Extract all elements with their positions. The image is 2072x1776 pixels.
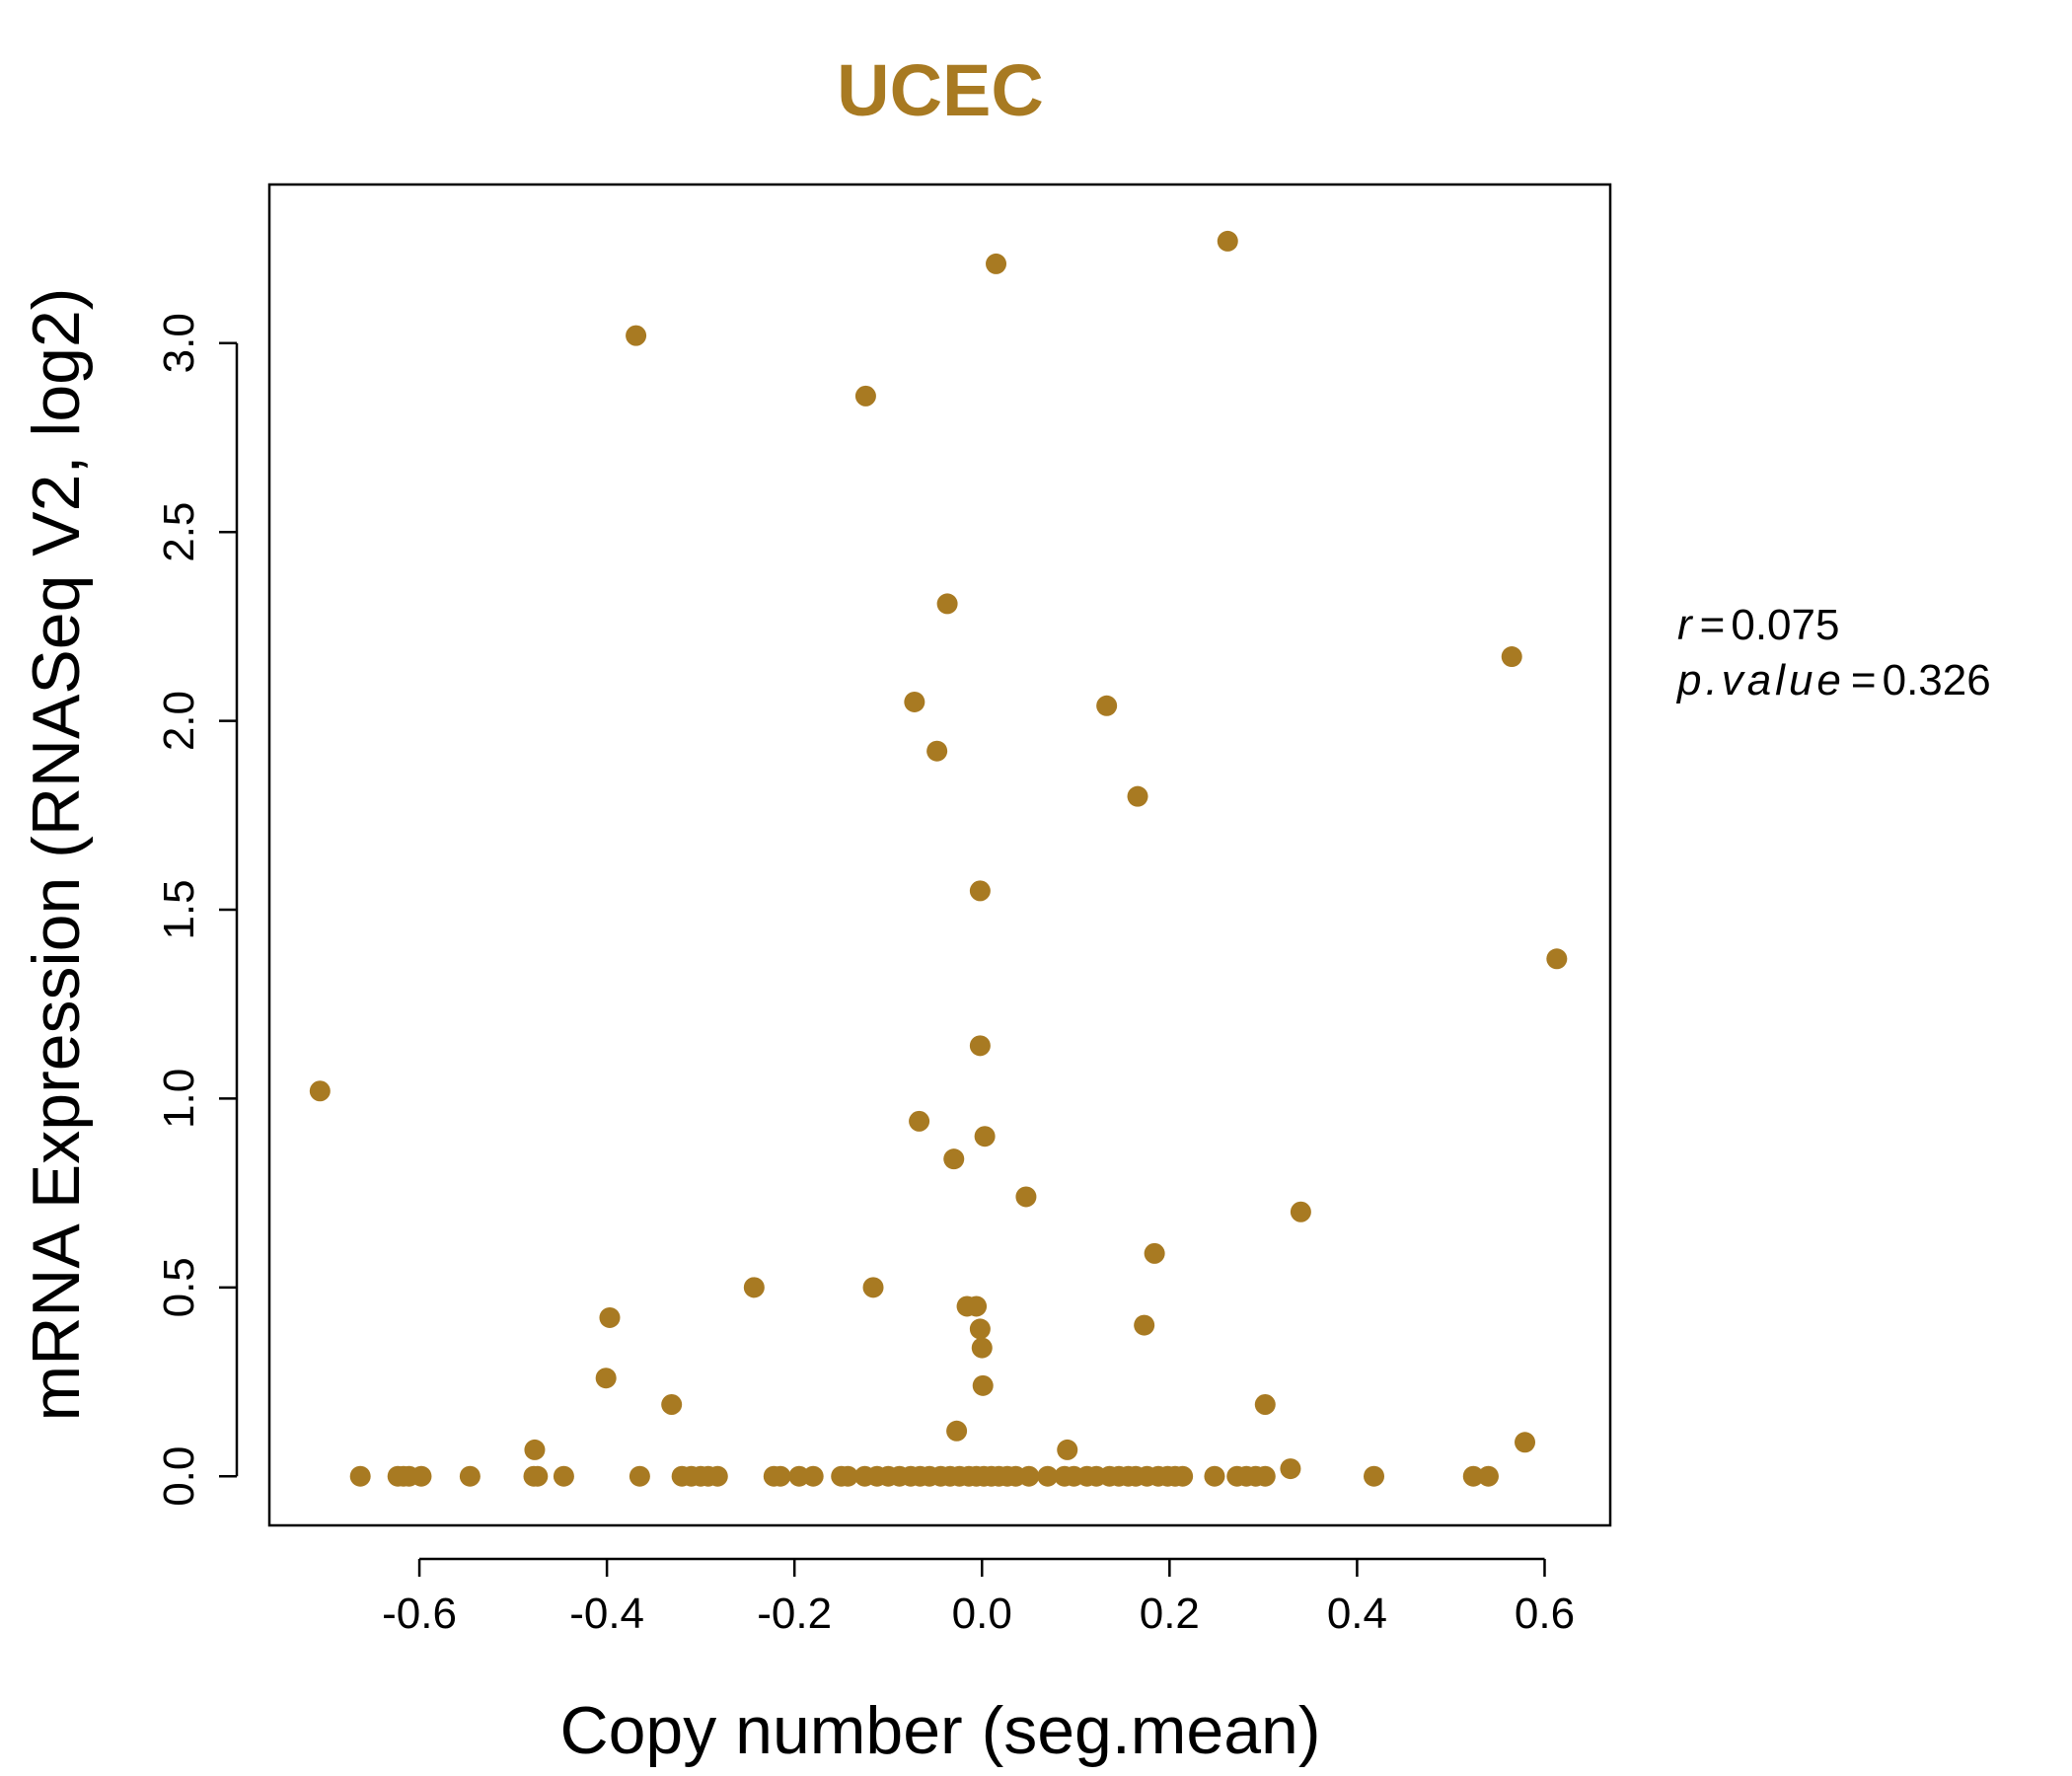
data-point [595,1368,617,1389]
data-point [527,1465,549,1487]
data-point [626,325,647,346]
data-point [459,1465,481,1487]
x-axis-label: Copy number (seg.mean) [559,1693,1320,1768]
x-axis: -0.6 -0.4 -0.2 0.0 0.2 0.4 0.6 [382,1557,1575,1638]
correlation-stats: r = 0.075 p.value = 0.326 [1675,601,1991,704]
data-point [966,1295,988,1317]
data-point [969,1318,991,1340]
data-point [743,1277,765,1298]
x-tick-label: 0.0 [952,1590,1012,1638]
data-point [969,1035,991,1057]
y-tick-label: 2.0 [155,691,203,751]
data-point [1057,1439,1078,1460]
data-point [971,1337,993,1359]
data-point [410,1465,432,1487]
r-label: r [1677,601,1694,649]
data-points [309,230,1568,1487]
y-tick-label: 0.5 [155,1257,203,1317]
data-point [1037,1465,1059,1487]
data-point [909,1110,930,1132]
data-point [1217,230,1238,252]
x-tick-label: -0.4 [569,1590,644,1638]
data-point [854,385,876,407]
x-tick-label: -0.6 [382,1590,457,1638]
data-point [986,253,1007,274]
data-point [1134,1314,1155,1336]
y-tick-label: 1.5 [155,879,203,939]
data-point [943,1148,965,1170]
data-point [837,1465,858,1487]
x-tick-label: 0.2 [1140,1590,1200,1638]
x-tick-label: -0.2 [757,1590,832,1638]
y-axis: 0.0 0.5 1.0 1.5 2.0 2.5 3.0 [155,313,239,1507]
data-point [1290,1201,1311,1222]
data-point [1254,1393,1276,1415]
r-equals: = [1700,601,1726,649]
data-point [936,593,958,615]
y-tick-label: 1.0 [155,1069,203,1129]
data-point [1015,1186,1037,1208]
r-stat: r = 0.075 [1677,601,1839,649]
data-point [1096,695,1118,716]
data-point [1462,1465,1484,1487]
y-axis-label: mRNA Expression (RNASeq V2, log2) [19,288,94,1422]
p-stat: p.value = 0.326 [1675,656,1991,704]
data-point [524,1439,546,1460]
p-label: p.value [1675,656,1845,704]
y-tick-label: 0.0 [155,1446,203,1507]
x-tick-label: 0.4 [1327,1590,1387,1638]
data-point [629,1465,650,1487]
data-point [553,1465,574,1487]
data-point [770,1465,791,1487]
data-point [1280,1458,1301,1480]
data-point [802,1465,824,1487]
data-point [972,1374,994,1396]
data-point [1546,948,1568,970]
data-point [1477,1465,1499,1487]
data-point [1204,1465,1225,1487]
chart-title: UCEC [837,49,1044,131]
data-point [1172,1465,1194,1487]
data-point [1515,1432,1536,1453]
y-tick-label: 3.0 [155,313,203,373]
data-point [974,1126,996,1147]
p-equals: = [1851,656,1877,704]
data-point [904,691,925,712]
data-point [1018,1465,1040,1487]
y-tick-label: 2.5 [155,502,203,562]
data-point [599,1306,621,1328]
data-point [969,880,991,902]
data-point [1254,1465,1276,1487]
x-tick-label: 0.6 [1515,1590,1575,1638]
data-point [1501,646,1522,668]
data-point [1127,785,1148,807]
data-point [1364,1465,1385,1487]
r-value: 0.075 [1731,601,1839,649]
data-point [706,1465,728,1487]
plot-frame [267,183,1612,1527]
data-point [926,740,948,762]
data-point [309,1080,331,1102]
data-point [661,1393,683,1415]
data-point [946,1420,968,1442]
data-point [862,1277,884,1298]
data-point [349,1465,371,1487]
p-value: 0.326 [1883,656,1991,704]
data-point [1144,1242,1165,1264]
